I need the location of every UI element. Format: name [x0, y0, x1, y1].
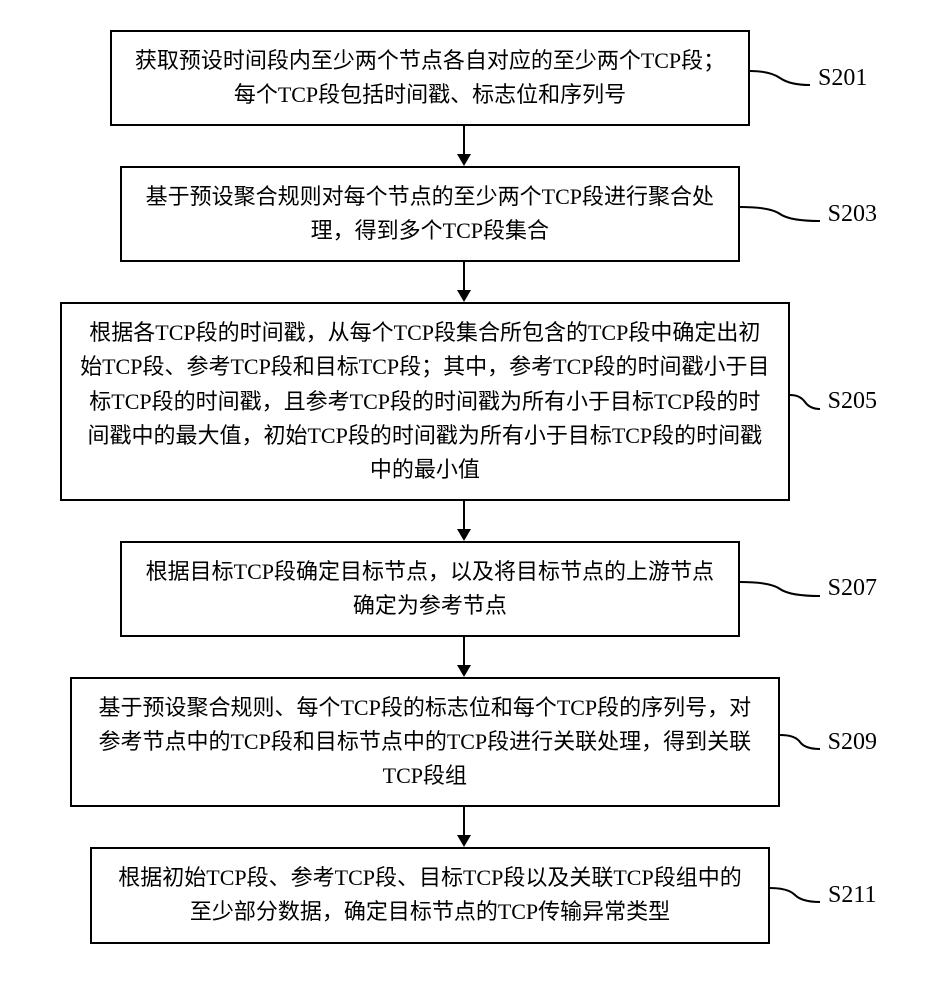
step-box-s205: 根据各TCP段的时间戳，从每个TCP段集合所包含的TCP段中确定出初始TCP段、…: [60, 302, 790, 500]
step-label-s207: S207: [828, 575, 877, 602]
step-text: 获取预设时间段内至少两个节点各自对应的至少两个TCP段；每个TCP段包括时间戳、…: [135, 48, 725, 107]
connector-s207: [740, 572, 820, 606]
step-box-s203: 基于预设聚合规则对每个节点的至少两个TCP段进行聚合处理，得到多个TCP段集合: [120, 166, 740, 262]
step-text: 根据初始TCP段、参考TCP段、目标TCP段以及关联TCP段组中的至少部分数据，…: [118, 865, 741, 924]
arrow-s205-s207: [50, 501, 877, 541]
step-text: 基于预设聚合规则、每个TCP段的标志位和每个TCP段的序列号，对参考节点中的TC…: [98, 695, 751, 788]
step-label-s205: S205: [828, 388, 877, 415]
connector-s201: [750, 61, 810, 95]
step-box-s201: 获取预设时间段内至少两个节点各自对应的至少两个TCP段；每个TCP段包括时间戳、…: [110, 30, 750, 126]
connector-s203: [740, 197, 820, 231]
connector-s209: [780, 725, 820, 759]
connector-s205: [790, 385, 820, 419]
step-label-s211: S211: [828, 882, 876, 909]
connector-s211: [770, 878, 820, 912]
arrow-s203-s205: [50, 262, 877, 302]
step-row-s201: 获取预设时间段内至少两个节点各自对应的至少两个TCP段；每个TCP段包括时间戳、…: [50, 30, 877, 126]
step-box-s209: 基于预设聚合规则、每个TCP段的标志位和每个TCP段的序列号，对参考节点中的TC…: [70, 677, 780, 807]
step-row-s211: 根据初始TCP段、参考TCP段、目标TCP段以及关联TCP段组中的至少部分数据，…: [50, 847, 877, 943]
step-row-s209: 基于预设聚合规则、每个TCP段的标志位和每个TCP段的序列号，对参考节点中的TC…: [50, 677, 877, 807]
step-text: 基于预设聚合规则对每个节点的至少两个TCP段进行聚合处理，得到多个TCP段集合: [146, 184, 714, 243]
step-label-s201: S201: [818, 65, 867, 92]
step-row-s203: 基于预设聚合规则对每个节点的至少两个TCP段进行聚合处理，得到多个TCP段集合 …: [50, 166, 877, 262]
arrow-s209-s211: [50, 807, 877, 847]
step-box-s211: 根据初始TCP段、参考TCP段、目标TCP段以及关联TCP段组中的至少部分数据，…: [90, 847, 770, 943]
arrow-s207-s209: [50, 637, 877, 677]
step-text: 根据各TCP段的时间戳，从每个TCP段集合所包含的TCP段中确定出初始TCP段、…: [80, 320, 769, 481]
step-row-s207: 根据目标TCP段确定目标节点，以及将目标节点的上游节点确定为参考节点 S207: [50, 541, 877, 637]
flowchart-container: 获取预设时间段内至少两个节点各自对应的至少两个TCP段；每个TCP段包括时间戳、…: [50, 30, 877, 944]
step-label-s209: S209: [828, 729, 877, 756]
arrow-s201-s203: [50, 126, 877, 166]
step-row-s205: 根据各TCP段的时间戳，从每个TCP段集合所包含的TCP段中确定出初始TCP段、…: [50, 302, 877, 500]
step-box-s207: 根据目标TCP段确定目标节点，以及将目标节点的上游节点确定为参考节点: [120, 541, 740, 637]
step-label-s203: S203: [828, 201, 877, 228]
step-text: 根据目标TCP段确定目标节点，以及将目标节点的上游节点确定为参考节点: [146, 559, 714, 618]
